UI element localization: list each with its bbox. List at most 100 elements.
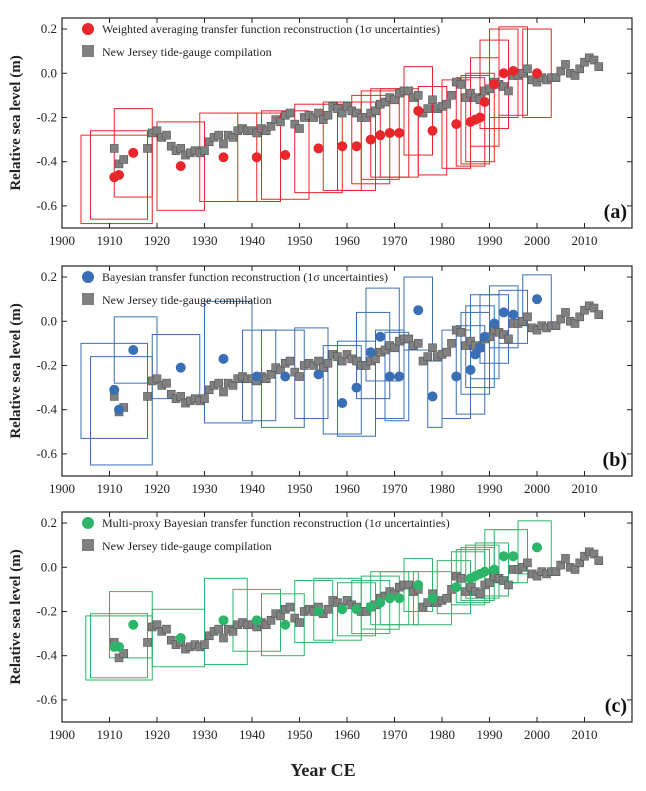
- tide-gauge-point: [342, 350, 352, 359]
- x-tick-label: 1950: [287, 727, 313, 742]
- tide-gauge-point: [143, 392, 152, 401]
- legend-marker-tide-gauge: [82, 45, 94, 57]
- x-tick-label: 1990: [477, 233, 503, 248]
- tide-gauge-point: [200, 394, 209, 403]
- reconstruction-point: [413, 579, 424, 590]
- tide-gauge-point: [442, 593, 452, 603]
- tide-gauge-point: [523, 312, 532, 322]
- uncertainty-box: [474, 542, 509, 597]
- legend-marker-tide-gauge: [82, 539, 94, 551]
- reconstruction-point: [251, 371, 262, 382]
- uncertainty-box: [375, 329, 405, 420]
- uncertainty-box: [403, 276, 433, 351]
- tide-gauge-point: [594, 310, 604, 319]
- tide-gauge-point: [404, 334, 414, 344]
- tide-gauge-point: [390, 343, 399, 353]
- reconstruction-point: [384, 127, 395, 138]
- uncertainty-box: [90, 130, 148, 220]
- tide-gauge-point: [261, 620, 271, 630]
- reconstruction-point: [365, 347, 376, 358]
- y-tick-label: -0.6: [36, 198, 57, 213]
- reconstruction-point: [498, 307, 509, 318]
- reconstruction-point: [313, 606, 324, 617]
- reconstruction-point: [451, 371, 462, 382]
- tide-gauge-point: [143, 638, 152, 647]
- legend-label-tide-gauge: New Jersey tide-gauge compilation: [102, 45, 272, 59]
- panel-label: (c): [605, 695, 627, 717]
- uncertainty-box: [156, 121, 205, 211]
- tide-gauge-point: [290, 367, 300, 377]
- tide-gauge-point: [456, 574, 466, 583]
- tide-gauge-point: [162, 130, 171, 140]
- reconstruction-point: [280, 150, 291, 161]
- legend: Weighted averaging transfer function rec…: [82, 22, 440, 59]
- tide-gauge-point: [466, 88, 475, 98]
- reconstruction-point: [351, 604, 362, 615]
- reconstruction-point: [508, 551, 519, 562]
- legend-marker-reconstruction: [82, 517, 94, 529]
- uncertainty-box: [465, 544, 500, 599]
- tide-gauge-point: [219, 139, 228, 149]
- reconstruction-point: [280, 371, 291, 382]
- uncertainty-box: [261, 110, 310, 200]
- y-tick-label: -0.4: [36, 154, 57, 169]
- tide-gauge-point: [276, 611, 285, 621]
- reconstruction-point: [128, 345, 139, 355]
- reconstruction-point: [451, 119, 462, 130]
- x-tick-label: 2000: [524, 233, 550, 248]
- y-tick-label: 0.2: [41, 269, 57, 284]
- legend-label-tide-gauge: New Jersey tide-gauge compilation: [102, 539, 272, 553]
- tide-gauge-point: [504, 334, 513, 344]
- tide-gauge-point: [162, 378, 171, 388]
- tide-gauge-point: [152, 126, 162, 136]
- tide-gauge-point: [323, 358, 333, 368]
- reconstruction-point: [489, 318, 500, 329]
- tide-gauge-point: [176, 144, 186, 153]
- reconstruction-point: [498, 551, 509, 562]
- tide-gauge-point: [333, 104, 342, 113]
- tide-gauge-point: [404, 86, 414, 96]
- tide-gauge-point: [561, 554, 570, 563]
- uncertainty-box: [489, 285, 519, 349]
- tide-gauge-point: [266, 370, 276, 379]
- y-tick-label: -0.2: [36, 357, 57, 372]
- uncertainty-box: [113, 108, 153, 198]
- tide-gauge-point: [152, 620, 162, 630]
- y-tick-label: 0.0: [41, 313, 57, 328]
- tide-gauge-point: [166, 389, 176, 399]
- tide-gauge-point: [314, 356, 323, 366]
- reconstruction-point: [128, 619, 139, 630]
- tide-gauge-point: [466, 336, 475, 346]
- reconstruction-point: [394, 371, 405, 382]
- reconstruction-point: [427, 391, 438, 402]
- reconstruction-point: [337, 604, 348, 615]
- panel-label: (b): [603, 449, 627, 471]
- x-tick-label: 2010: [572, 233, 598, 248]
- tide-gauge-point: [447, 91, 456, 100]
- uncertainty-box: [237, 112, 281, 202]
- tide-gauge-point: [266, 616, 276, 625]
- uncertainty-box: [113, 316, 158, 384]
- reconstruction-point: [128, 147, 139, 158]
- tide-gauge-point: [551, 73, 561, 82]
- tide-gauge-point: [333, 352, 342, 361]
- x-tick-label: 1970: [382, 727, 408, 742]
- tide-gauge-point: [219, 387, 228, 397]
- y-tick-label: 0.0: [41, 559, 57, 574]
- x-axis: 1900 1910 1920 1930 1940 1950 1960 1970 1980 1990…: [49, 512, 598, 742]
- reconstruction-point: [427, 593, 438, 604]
- tide-gauge-point: [290, 119, 300, 129]
- x-tick-label: 1920: [144, 233, 170, 248]
- uncertainty-box: [322, 345, 362, 435]
- reconstruction-point: [508, 66, 519, 77]
- x-tick-label: 1910: [97, 233, 123, 248]
- uncertainty-box: [232, 588, 281, 652]
- tide-gauge-point: [361, 113, 371, 122]
- reconstruction-point: [384, 371, 395, 382]
- tide-gauge-point: [333, 598, 342, 607]
- tide-gauge-point: [266, 122, 276, 131]
- tide-gauge-point: [418, 602, 428, 612]
- reconstruction-point: [351, 141, 362, 152]
